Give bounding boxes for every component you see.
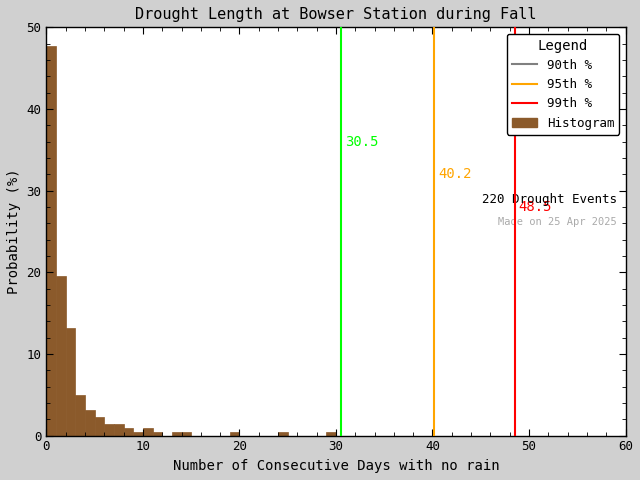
Text: 48.5: 48.5 xyxy=(518,200,552,214)
Bar xyxy=(152,432,162,436)
Bar xyxy=(104,424,114,436)
Title: Drought Length at Bowser Station during Fall: Drought Length at Bowser Station during … xyxy=(135,7,537,22)
Bar xyxy=(66,328,76,436)
Bar xyxy=(143,428,152,436)
Bar xyxy=(114,424,124,436)
Bar xyxy=(76,395,85,436)
Bar xyxy=(182,432,191,436)
Bar xyxy=(56,276,66,436)
Bar xyxy=(278,432,288,436)
Bar xyxy=(326,432,336,436)
Bar xyxy=(46,46,56,436)
Bar xyxy=(85,409,95,436)
Text: Made on 25 Apr 2025: Made on 25 Apr 2025 xyxy=(498,217,617,227)
Bar xyxy=(133,432,143,436)
Bar xyxy=(172,432,182,436)
Bar xyxy=(230,432,239,436)
Text: 220 Drought Events: 220 Drought Events xyxy=(482,192,617,205)
Legend: 90th %, 95th %, 99th %, Histogram: 90th %, 95th %, 99th %, Histogram xyxy=(507,34,620,134)
Bar xyxy=(124,428,133,436)
Text: 30.5: 30.5 xyxy=(345,135,378,149)
X-axis label: Number of Consecutive Days with no rain: Number of Consecutive Days with no rain xyxy=(173,459,499,473)
Y-axis label: Probability (%): Probability (%) xyxy=(7,168,21,294)
Text: 40.2: 40.2 xyxy=(438,168,472,181)
Bar xyxy=(95,417,104,436)
